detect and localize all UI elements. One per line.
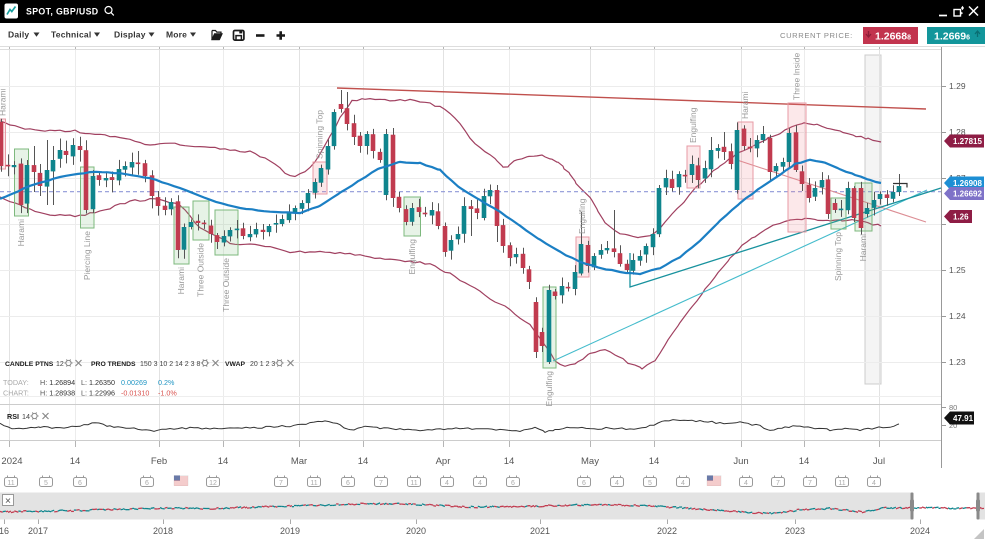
svg-text:Apr: Apr <box>436 456 451 467</box>
svg-text:H: 1.28938: H: 1.28938 <box>40 389 75 398</box>
svg-text:Three Outside: Three Outside <box>221 258 231 312</box>
svg-text:CURRENT PRICE:: CURRENT PRICE: <box>780 31 853 40</box>
svg-text:Mar: Mar <box>291 456 307 467</box>
svg-text:CANDLE PTNS: CANDLE PTNS <box>5 361 54 368</box>
svg-text:2018: 2018 <box>153 526 173 536</box>
svg-text:14: 14 <box>504 456 515 467</box>
svg-text:11: 11 <box>310 480 317 487</box>
svg-text:2021: 2021 <box>530 526 550 536</box>
svg-text:2024: 2024 <box>910 526 930 536</box>
svg-text:16: 16 <box>0 526 9 536</box>
svg-text:1.23: 1.23 <box>949 357 966 367</box>
svg-text:-0.01310: -0.01310 <box>121 389 149 398</box>
svg-text:Jul: Jul <box>873 456 885 467</box>
svg-text:12: 12 <box>209 480 217 487</box>
svg-text:6: 6 <box>511 480 515 487</box>
svg-text:1.26908: 1.26908 <box>953 179 982 188</box>
svg-text:14: 14 <box>22 412 30 421</box>
svg-text:2023: 2023 <box>785 526 805 536</box>
svg-text:1.26: 1.26 <box>953 213 969 222</box>
svg-text:14: 14 <box>799 456 810 467</box>
svg-text:VWAP: VWAP <box>225 361 245 368</box>
svg-text:20 1 2 3: 20 1 2 3 <box>250 361 275 368</box>
svg-text:1.26692: 1.26692 <box>953 190 982 199</box>
svg-text:Harami: Harami <box>740 91 750 119</box>
svg-text:14: 14 <box>70 456 81 467</box>
svg-text:RSI: RSI <box>7 412 19 421</box>
svg-text:2019: 2019 <box>280 526 300 536</box>
svg-text:14: 14 <box>358 456 369 467</box>
svg-text:Harami: Harami <box>176 267 186 295</box>
svg-text:5: 5 <box>44 480 48 487</box>
svg-text:1.29: 1.29 <box>949 81 966 91</box>
svg-text:2022: 2022 <box>657 526 677 536</box>
svg-text:0.2%: 0.2% <box>158 378 175 387</box>
svg-text:Engulfing: Engulfing <box>577 198 587 234</box>
svg-text:2017: 2017 <box>28 526 48 536</box>
svg-text:Daily: Daily <box>8 30 29 40</box>
svg-text:-1.0%: -1.0% <box>158 389 177 398</box>
svg-text:Harami: Harami <box>0 88 7 116</box>
svg-text:12: 12 <box>56 361 64 368</box>
svg-text:4: 4 <box>478 480 482 487</box>
svg-text:Three Outside: Three Outside <box>196 243 206 297</box>
svg-text:Engulfing: Engulfing <box>407 239 417 275</box>
svg-text:1.27815: 1.27815 <box>953 137 982 146</box>
svg-text:Engulfing: Engulfing <box>544 371 554 407</box>
svg-text:Feb: Feb <box>151 456 167 467</box>
svg-text:Harami: Harami <box>858 234 868 262</box>
svg-text:Piercing Line: Piercing Line <box>82 231 92 280</box>
svg-text:H: 1.26894: H: 1.26894 <box>40 378 75 387</box>
svg-text:2020: 2020 <box>406 526 426 536</box>
svg-text:Jun: Jun <box>733 456 748 467</box>
svg-text:CHART:: CHART: <box>3 389 29 398</box>
svg-text:0.00269: 0.00269 <box>121 378 147 387</box>
svg-text:PRO TRENDS: PRO TRENDS <box>91 361 136 368</box>
svg-text:1.26688: 1.26688 <box>875 31 911 43</box>
svg-text:Spinning Top: Spinning Top <box>833 232 843 281</box>
svg-text:6: 6 <box>346 480 350 487</box>
svg-text:2024: 2024 <box>1 456 22 467</box>
svg-text:SPOT, GBP/USD: SPOT, GBP/USD <box>26 7 99 17</box>
svg-text:4: 4 <box>445 480 449 487</box>
svg-text:4: 4 <box>615 480 619 487</box>
svg-text:5: 5 <box>648 480 652 487</box>
svg-text:1.24: 1.24 <box>949 311 966 321</box>
svg-text:L: 1.22996: L: 1.22996 <box>81 389 115 398</box>
svg-text:May: May <box>581 456 599 467</box>
svg-text:150 3 10 2 14 2 3 8: 150 3 10 2 14 2 3 8 <box>140 361 200 368</box>
svg-text:Spinning Top: Spinning Top <box>315 110 325 159</box>
svg-text:4: 4 <box>872 480 876 487</box>
svg-text:1.26696: 1.26696 <box>934 31 970 43</box>
svg-text:7: 7 <box>808 480 812 487</box>
svg-text:L: 1.26350: L: 1.26350 <box>81 378 115 387</box>
svg-text:47.91: 47.91 <box>953 414 974 423</box>
svg-text:7: 7 <box>776 480 780 487</box>
svg-text:Engulfing: Engulfing <box>688 107 698 143</box>
svg-text:11: 11 <box>7 480 14 487</box>
svg-text:14: 14 <box>649 456 660 467</box>
svg-text:Three Inside: Three Inside <box>792 52 802 100</box>
svg-text:TODAY:: TODAY: <box>3 378 29 387</box>
svg-text:6: 6 <box>145 480 149 487</box>
svg-text:Technical: Technical <box>51 30 91 40</box>
svg-text:7: 7 <box>379 480 383 487</box>
svg-text:More: More <box>166 30 187 40</box>
svg-text:11: 11 <box>838 480 845 487</box>
svg-text:4: 4 <box>744 480 748 487</box>
svg-text:6: 6 <box>78 480 82 487</box>
svg-text:80: 80 <box>949 403 957 412</box>
svg-text:11: 11 <box>410 480 417 487</box>
svg-text:✕: ✕ <box>5 497 12 506</box>
svg-text:1.25: 1.25 <box>949 265 966 275</box>
svg-text:4: 4 <box>681 480 685 487</box>
svg-text:Display: Display <box>114 30 146 40</box>
svg-text:Harami: Harami <box>16 219 26 247</box>
svg-text:14: 14 <box>218 456 229 467</box>
svg-text:7: 7 <box>279 480 283 487</box>
svg-text:6: 6 <box>582 480 586 487</box>
